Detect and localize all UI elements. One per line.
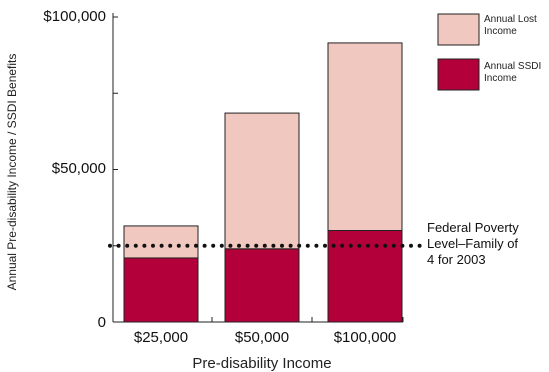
x-tick-label-100000: $100,000	[334, 329, 397, 346]
legend-label-ssdi-income-2: Income	[484, 73, 517, 84]
bar-lost-income-0	[123, 225, 199, 259]
x-tick-label-25000: $25,000	[134, 329, 188, 346]
legend-label-lost-income-2: Income	[484, 26, 517, 37]
bar-lost-income-2	[327, 42, 403, 231]
poverty-label-line-1: Federal Poverty	[427, 220, 519, 235]
y-axis-title: Annual Pre-disability Income / SSDI Bene…	[5, 54, 19, 291]
legend-label-lost-income-1: Annual Lost	[484, 14, 537, 25]
y-tick-label-100000: $100,000	[43, 8, 106, 25]
bar-ssdi-income-1	[224, 248, 300, 323]
bar-ssdi-income-0	[123, 257, 199, 323]
y-tick-label-0: 0	[98, 314, 106, 331]
bars-group	[123, 42, 403, 323]
legend-swatch-ssdi-income	[437, 58, 480, 91]
legend-label-ssdi-income-1: Annual SSDI	[484, 61, 541, 72]
bar-ssdi-income-2	[327, 230, 403, 323]
ticks-group	[113, 16, 404, 323]
bar-lost-income-1	[224, 112, 300, 250]
x-axis-title: Pre-disability Income	[192, 355, 331, 372]
legend-swatch-lost-income	[437, 13, 480, 46]
poverty-label-line-3: 4 for 2003	[427, 252, 486, 267]
x-tick-label-50000: $50,000	[235, 329, 289, 346]
poverty-label-line-2: Level–Family of	[427, 236, 518, 251]
y-tick-label-50000: $50,000	[52, 160, 106, 177]
